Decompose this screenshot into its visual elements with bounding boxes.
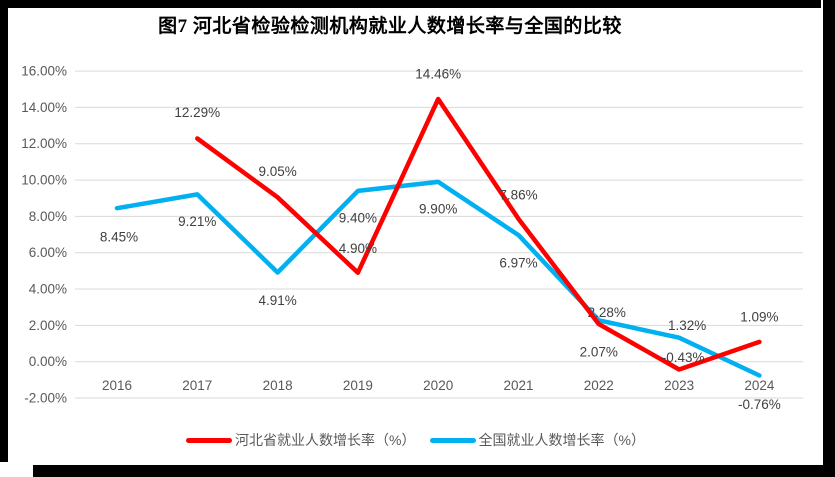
data-label: 4.90% xyxy=(339,241,377,256)
legend-label-national: 全国就业人数增长率（%） xyxy=(478,432,645,448)
y-axis-label: 4.00% xyxy=(29,282,67,297)
x-axis-label: 2024 xyxy=(744,378,775,393)
series-line-national xyxy=(114,179,762,378)
scan-border-right xyxy=(823,0,835,477)
scan-border-left xyxy=(0,0,8,462)
y-axis-label: 12.00% xyxy=(21,136,67,151)
x-axis-label: 2023 xyxy=(664,378,694,393)
data-label: 9.90% xyxy=(419,201,457,216)
y-axis-label: 6.00% xyxy=(29,245,67,260)
data-label: 7.86% xyxy=(499,187,537,202)
data-label: 1.09% xyxy=(740,309,778,324)
x-axis-label: 2021 xyxy=(503,378,533,393)
data-label: 2.07% xyxy=(580,345,618,360)
x-axis-label: 2017 xyxy=(182,378,212,393)
data-label: 12.29% xyxy=(174,105,220,120)
series-line-hebei xyxy=(195,96,762,372)
y-axis-label: 16.00% xyxy=(21,64,67,79)
y-axis-label: 8.00% xyxy=(29,209,67,224)
data-label: 6.97% xyxy=(499,256,537,271)
scan-border-bottom xyxy=(33,465,835,477)
chart-title: 图7 河北省检验检测机构就业人数增长率与全国的比较 xyxy=(158,16,622,37)
legend-swatch-hebei xyxy=(186,437,233,443)
y-axis-label: -2.00% xyxy=(24,391,67,406)
data-label: 9.05% xyxy=(258,164,296,179)
x-axis-label: 2020 xyxy=(423,378,453,393)
legend-swatch-national xyxy=(429,437,476,443)
y-axis-label: 2.00% xyxy=(29,318,67,333)
data-label: 2.28% xyxy=(588,305,626,320)
x-axis-label: 2022 xyxy=(584,378,614,393)
y-axis-label: 14.00% xyxy=(21,100,67,115)
scan-border-top xyxy=(0,0,821,8)
x-axis-label: 2016 xyxy=(102,378,132,393)
chart-legend: 河北省就业人数增长率（%） 全国就业人数增长率（%） xyxy=(8,431,823,449)
data-label: -0.43% xyxy=(662,350,705,365)
x-axis-label: 2019 xyxy=(343,378,373,393)
y-axis-label: 0.00% xyxy=(29,354,67,369)
data-label: -0.76% xyxy=(738,397,781,412)
data-label: 14.46% xyxy=(415,67,461,82)
legend-label-hebei: 河北省就业人数增长率（%） xyxy=(235,432,416,448)
data-label: 4.91% xyxy=(258,293,296,308)
data-label: 1.32% xyxy=(668,318,706,333)
data-label: 9.21% xyxy=(178,214,216,229)
data-label: 8.45% xyxy=(100,230,138,245)
y-axis-label: 10.00% xyxy=(21,173,67,188)
x-axis-label: 2018 xyxy=(263,378,293,393)
data-label: 9.40% xyxy=(339,210,377,225)
